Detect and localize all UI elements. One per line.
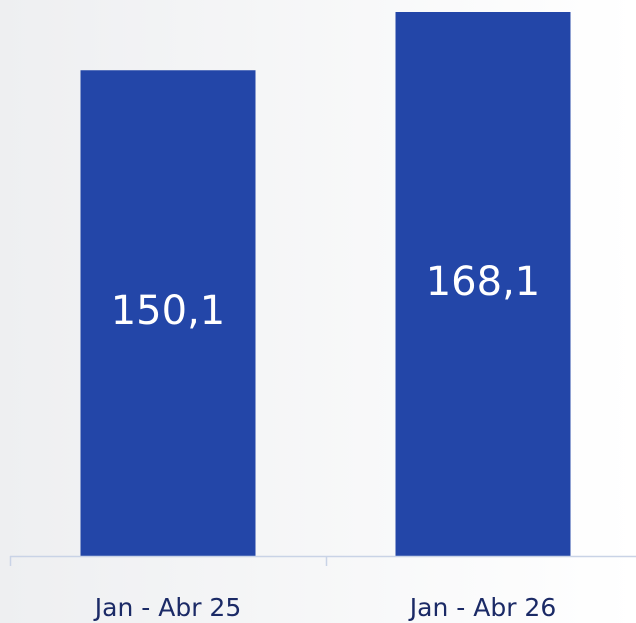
bar [395, 12, 571, 556]
value-label: 168,1 [426, 259, 541, 305]
bar [80, 70, 256, 556]
x-tick-label: Jan - Abr 26 [408, 593, 556, 622]
value-label: 150,1 [111, 288, 226, 334]
bars [80, 12, 571, 556]
x-tick-label: Jan - Abr 25 [93, 593, 241, 622]
labels: 150,1 Jan - Abr 25 168,1 Jan - Abr 26 [93, 259, 556, 622]
